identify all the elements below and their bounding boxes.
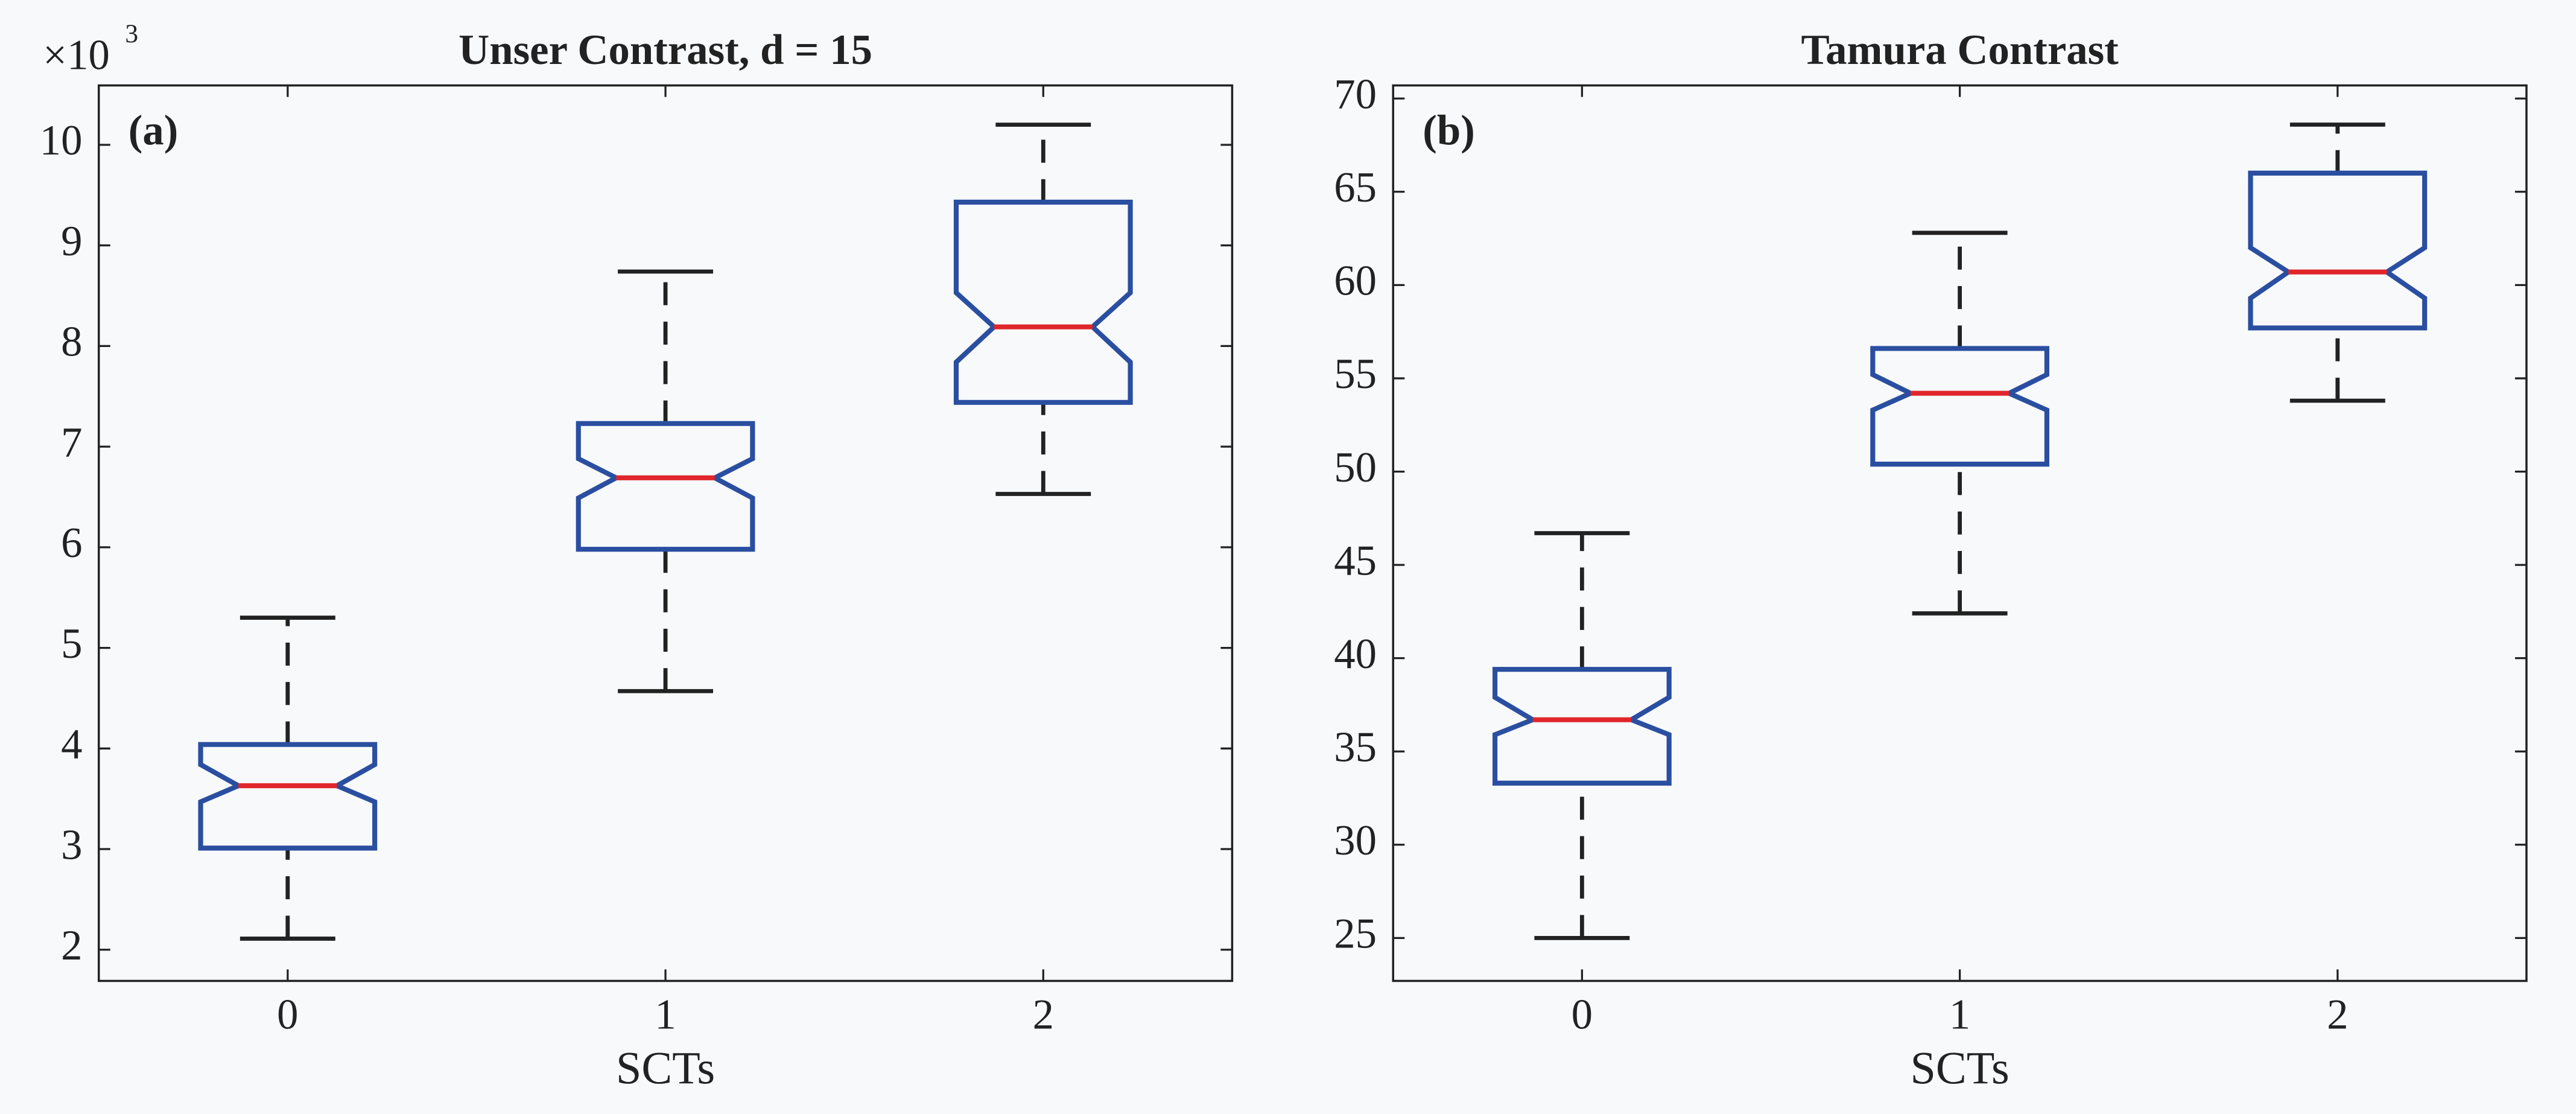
notched-box: [2248, 170, 2428, 331]
y-tick-label: 40: [1334, 631, 1377, 678]
x-axis-label: SCTs: [1911, 1043, 2010, 1093]
x-tick-label: 2: [1033, 991, 1054, 1038]
y-tick-label: 60: [1334, 258, 1377, 305]
x-axis-label: SCTs: [616, 1043, 715, 1093]
chart-title: Tamura Contrast: [1801, 27, 2119, 74]
x-tick-label: 0: [1572, 991, 1593, 1038]
y-tick-label: 50: [1334, 444, 1377, 491]
notched-box: [1492, 667, 1672, 786]
notched-box: [576, 421, 755, 552]
notched-box: [1870, 346, 2049, 467]
y-tick-label: 55: [1334, 351, 1377, 398]
y-tick-label: 45: [1334, 537, 1377, 584]
y-multiplier: ×10: [43, 31, 110, 78]
y-tick-label: 4: [61, 721, 82, 768]
y-tick-label: 2: [61, 922, 82, 969]
chart-title: Unser Contrast, d = 15: [458, 27, 872, 74]
y-tick-label: 10: [40, 117, 83, 164]
x-tick-label: 0: [277, 991, 298, 1038]
y-tick-label: 3: [61, 821, 82, 868]
y-multiplier-exponent: 3: [125, 19, 138, 48]
notched-box: [953, 199, 1133, 405]
y-tick-label: 65: [1334, 164, 1377, 211]
y-tick-label: 70: [1334, 71, 1377, 118]
y-tick-label: 5: [61, 620, 82, 667]
y-tick-label: 6: [61, 520, 82, 567]
x-tick-label: 1: [1949, 991, 1970, 1038]
y-tick-label: 8: [61, 319, 82, 366]
y-tick-label: 30: [1334, 817, 1377, 864]
y-tick-label: 25: [1334, 911, 1377, 958]
notched-box: [198, 742, 378, 851]
x-tick-label: 1: [655, 991, 676, 1038]
y-tick-label: 35: [1334, 724, 1377, 771]
y-tick-label: 7: [61, 419, 82, 466]
y-tick-label: 9: [61, 218, 82, 265]
panel-label: (b): [1423, 107, 1475, 154]
panel-label: (a): [128, 107, 179, 154]
x-tick-label: 2: [2327, 991, 2348, 1038]
